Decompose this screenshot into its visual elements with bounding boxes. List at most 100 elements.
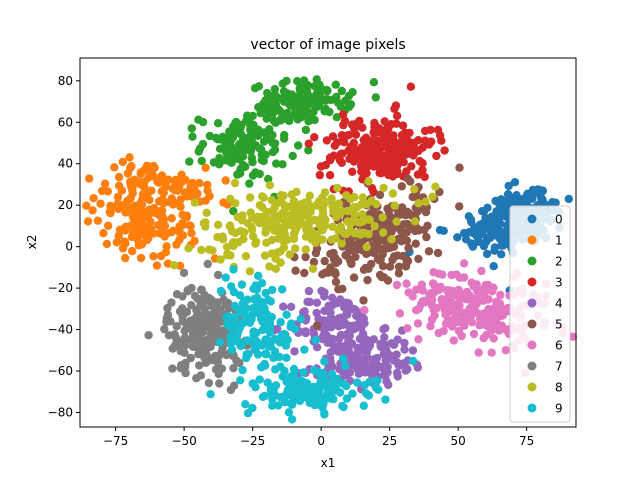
data-point bbox=[194, 147, 203, 156]
data-point bbox=[300, 345, 309, 354]
data-point bbox=[432, 151, 441, 161]
data-point bbox=[380, 333, 389, 342]
data-point bbox=[123, 169, 133, 178]
data-point bbox=[369, 78, 379, 87]
data-point bbox=[362, 169, 371, 178]
data-point bbox=[489, 262, 498, 271]
data-point bbox=[452, 270, 461, 279]
data-point bbox=[369, 248, 379, 258]
data-point bbox=[277, 331, 286, 340]
data-point bbox=[536, 193, 546, 202]
data-point bbox=[268, 285, 277, 295]
data-point bbox=[332, 345, 341, 354]
data-point bbox=[296, 200, 305, 209]
data-point bbox=[358, 210, 367, 219]
data-point bbox=[457, 331, 466, 341]
data-point bbox=[477, 266, 486, 276]
data-point bbox=[115, 225, 125, 234]
data-point bbox=[341, 298, 351, 307]
data-point bbox=[209, 158, 219, 167]
data-point bbox=[229, 241, 238, 251]
data-point bbox=[262, 238, 271, 247]
data-point bbox=[501, 346, 510, 355]
data-point bbox=[125, 153, 134, 162]
data-point bbox=[262, 350, 271, 359]
data-point bbox=[354, 356, 363, 365]
data-point bbox=[270, 145, 280, 154]
data-point bbox=[283, 390, 292, 400]
data-point bbox=[413, 319, 423, 328]
data-point bbox=[355, 346, 364, 355]
data-point bbox=[348, 389, 357, 398]
data-point bbox=[489, 334, 498, 343]
data-point bbox=[418, 165, 427, 175]
data-point bbox=[397, 182, 406, 191]
data-point bbox=[339, 354, 348, 363]
data-point bbox=[304, 286, 314, 296]
data-point bbox=[378, 261, 388, 271]
data-point bbox=[392, 217, 401, 226]
data-point bbox=[322, 95, 332, 104]
data-point bbox=[127, 162, 136, 171]
data-point bbox=[262, 96, 272, 106]
data-point bbox=[260, 219, 269, 228]
data-point bbox=[296, 314, 305, 324]
data-point bbox=[359, 265, 369, 274]
data-point bbox=[315, 170, 324, 180]
data-point bbox=[359, 361, 368, 371]
data-point bbox=[188, 132, 197, 141]
data-point bbox=[188, 180, 198, 190]
data-point bbox=[455, 294, 465, 303]
y-tick-label: 60 bbox=[58, 115, 73, 129]
data-point bbox=[484, 304, 493, 314]
data-point bbox=[269, 116, 279, 126]
data-point bbox=[226, 385, 236, 395]
data-point bbox=[222, 313, 231, 322]
data-point bbox=[290, 347, 299, 356]
data-point bbox=[245, 318, 254, 327]
data-point bbox=[271, 201, 280, 210]
legend-label: 2 bbox=[555, 255, 563, 269]
data-point bbox=[190, 342, 200, 351]
legend-marker bbox=[527, 298, 537, 308]
data-point bbox=[496, 195, 506, 204]
data-point bbox=[350, 240, 359, 249]
legend-marker bbox=[527, 382, 537, 392]
data-point bbox=[333, 207, 343, 216]
data-point bbox=[318, 368, 328, 378]
data-point bbox=[181, 341, 190, 350]
data-point bbox=[251, 141, 260, 150]
data-point bbox=[443, 316, 453, 325]
data-point bbox=[368, 208, 378, 217]
data-point bbox=[222, 148, 231, 157]
data-point bbox=[172, 322, 181, 331]
data-point bbox=[311, 248, 321, 258]
data-point bbox=[184, 244, 193, 253]
legend-box bbox=[509, 205, 571, 423]
x-tick-label: 25 bbox=[382, 434, 397, 448]
data-point bbox=[85, 174, 94, 183]
x-tick-label: −75 bbox=[103, 434, 128, 448]
data-point bbox=[198, 139, 208, 149]
data-point bbox=[204, 293, 213, 302]
data-point bbox=[395, 235, 404, 244]
data-point bbox=[398, 251, 408, 261]
data-point bbox=[230, 129, 240, 138]
data-point bbox=[284, 408, 294, 417]
data-point bbox=[245, 179, 254, 188]
data-point bbox=[279, 302, 288, 311]
data-point bbox=[408, 292, 417, 301]
data-point bbox=[274, 401, 283, 410]
data-point bbox=[312, 308, 321, 318]
data-point bbox=[301, 252, 310, 262]
data-point bbox=[328, 314, 337, 324]
data-point bbox=[400, 338, 409, 348]
data-point bbox=[420, 172, 429, 182]
x-tick-label: 75 bbox=[519, 434, 534, 448]
data-point bbox=[203, 259, 212, 269]
data-point bbox=[400, 345, 409, 354]
data-point bbox=[213, 220, 223, 229]
data-point bbox=[414, 254, 423, 264]
data-point bbox=[227, 345, 237, 354]
data-point bbox=[392, 280, 402, 290]
